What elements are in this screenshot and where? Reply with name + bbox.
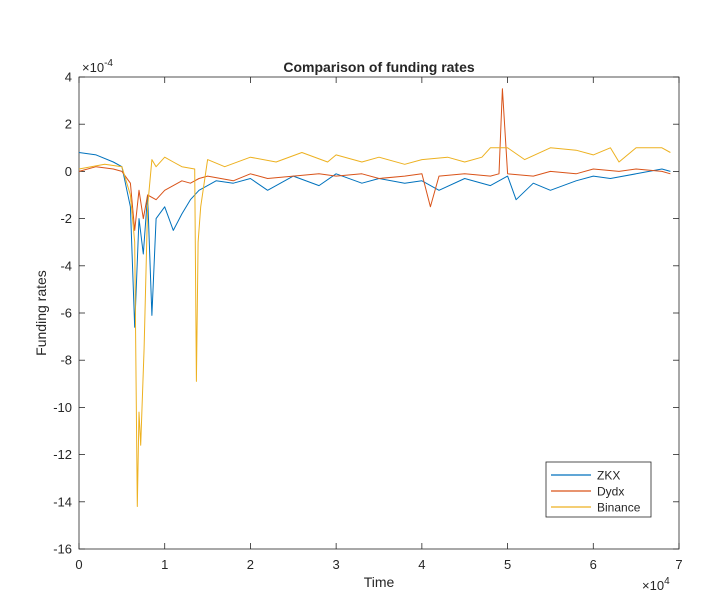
x-axis-exponent: ×104 (642, 576, 670, 593)
x-tick-label: 3 (333, 557, 340, 572)
y-tick-label: 2 (65, 117, 72, 132)
x-axis-label: Time (364, 574, 395, 590)
series-line-dydx (78, 88, 671, 231)
y-tick-label: 4 (65, 70, 72, 85)
y-axis-label: Funding rates (33, 270, 49, 356)
legend-label-binance: Binance (597, 501, 641, 515)
chart-title: Comparison of funding rates (283, 59, 475, 75)
x-tick-label: 7 (675, 557, 682, 572)
y-axis-ticks: -16 -14 -12 -10 -8 -6 -4 -2 0 2 4 (53, 70, 679, 557)
x-exponent-power: 4 (664, 576, 670, 587)
x-exponent-base: ×10 (642, 578, 664, 593)
x-tick-label: 0 (75, 557, 82, 572)
y-tick-label: -14 (53, 494, 72, 509)
y-exponent-base: ×10 (82, 60, 104, 75)
x-tick-label: 4 (418, 557, 425, 572)
y-axis-exponent: ×10-4 (82, 58, 113, 75)
x-tick-label: 6 (590, 557, 597, 572)
series-line-zkx (78, 152, 671, 328)
y-tick-label: -4 (60, 258, 72, 273)
legend-label-dydx: Dydx (597, 485, 624, 499)
y-tick-label: -16 (53, 542, 72, 557)
series-line-binance (78, 147, 671, 507)
y-tick-label: -8 (60, 353, 72, 368)
legend: ZKX Dydx Binance (545, 461, 652, 518)
y-exponent-power: -4 (104, 58, 113, 69)
x-tick-label: 5 (504, 557, 511, 572)
x-tick-label: 1 (161, 557, 168, 572)
x-axis-ticks: 0 1 2 3 4 5 6 7 (75, 77, 683, 572)
x-tick-label: 2 (247, 557, 254, 572)
y-tick-label: -6 (60, 306, 72, 321)
series-layer (78, 88, 671, 507)
y-tick-label: -2 (60, 211, 72, 226)
y-tick-label: 0 (65, 164, 72, 179)
y-tick-label: -12 (53, 447, 72, 462)
legend-label-zkx: ZKX (597, 469, 620, 483)
y-tick-label: -10 (53, 400, 72, 415)
legend-box (545, 461, 652, 518)
